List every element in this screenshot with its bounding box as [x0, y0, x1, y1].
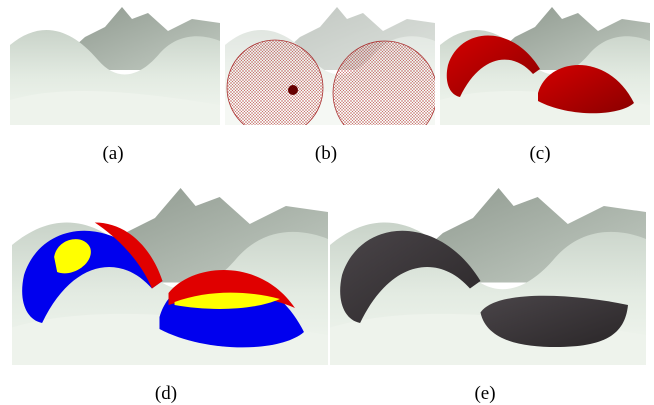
panel-label: (e) — [474, 383, 495, 404]
figure: (a) (b) (c) (d) (e) — [0, 0, 654, 405]
panel-c-image — [440, 5, 650, 125]
panel-label: (b) — [315, 143, 337, 164]
panel-e-image — [330, 185, 646, 365]
panel-d-image — [12, 185, 328, 365]
panel-a-image — [10, 5, 220, 125]
panel-label: (d) — [155, 383, 177, 404]
panel-b-image — [225, 5, 437, 145]
panel-label: (a) — [102, 143, 123, 164]
panel-label: (c) — [529, 143, 550, 164]
